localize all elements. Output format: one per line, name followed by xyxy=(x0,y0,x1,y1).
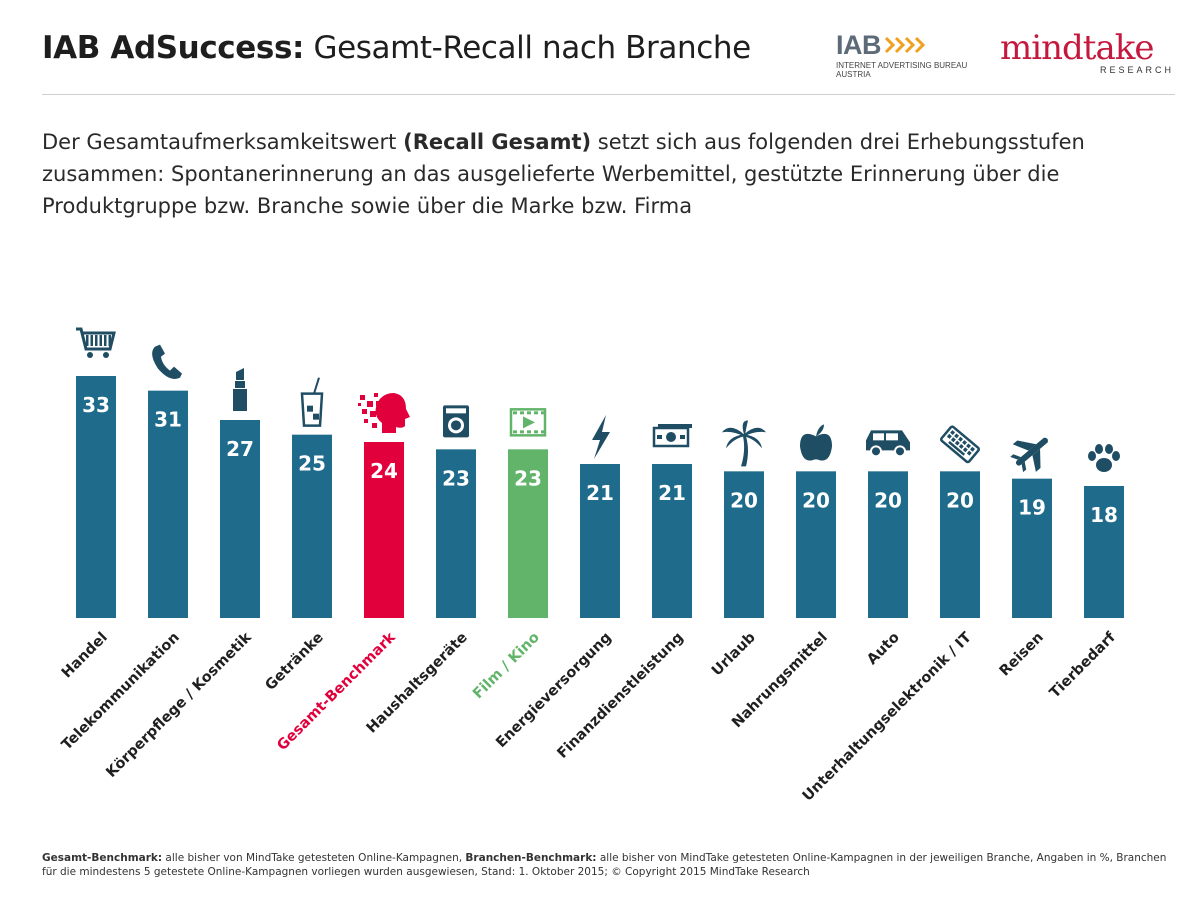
footnote-text-2: alle bisher von MindTake getesteten Onli… xyxy=(42,852,1167,878)
keyboard-icon xyxy=(939,425,981,464)
category-label-auto: Auto xyxy=(864,629,903,668)
footnote: Gesamt-Benchmark: alle bisher von MindTa… xyxy=(42,851,1182,879)
paw-icon xyxy=(1088,444,1120,472)
value-label-reisen: 19 xyxy=(1018,496,1046,520)
page-title: IAB AdSuccess: Gesamt-Recall nach Branch… xyxy=(42,30,751,66)
bar-unterhaltungselektronik-it xyxy=(940,471,980,618)
category-label-telekommunikation: Telekommunikation xyxy=(59,630,183,754)
value-label-auto: 20 xyxy=(874,488,902,512)
bar-finanzdienstleistung xyxy=(652,464,692,618)
iab-logo-line1: INTERNET ADVERTISING BUREAU xyxy=(836,61,968,70)
value-label-handel: 33 xyxy=(82,393,110,417)
car-icon xyxy=(866,430,910,458)
film-icon xyxy=(509,408,547,437)
category-label-körperpflege-kosmetik: Körperpflege / Kosmetik xyxy=(103,629,255,781)
bar-haushaltsgeräte xyxy=(436,449,476,618)
value-label-urlaub: 20 xyxy=(730,488,758,512)
lightning-icon xyxy=(592,415,610,459)
footnote-text-1: alle bisher von MindTake getesteten Onli… xyxy=(162,852,466,864)
airplane-icon xyxy=(1010,437,1048,473)
phone-icon xyxy=(152,344,182,379)
iab-logo-name: IAB xyxy=(836,30,882,60)
iab-logo-subtitle: INTERNET ADVERTISING BUREAU AUSTRIA xyxy=(836,61,967,79)
bar-film-kino xyxy=(508,449,548,618)
head-pixels-icon xyxy=(358,393,410,433)
value-label-nahrungsmittel: 20 xyxy=(802,488,830,512)
mindtake-logo-sub: RESEARCH xyxy=(1099,65,1174,75)
footnote-label-1: Gesamt-Benchmark: xyxy=(42,852,163,864)
bar-energieversorgung xyxy=(580,464,620,618)
value-label-körperpflege-kosmetik: 27 xyxy=(226,437,254,461)
category-label-reisen: Reisen xyxy=(997,630,1047,680)
value-label-getränke: 25 xyxy=(298,452,326,476)
iab-logo-line2: AUSTRIA xyxy=(836,70,871,79)
bar-tierbedarf xyxy=(1084,486,1124,618)
intro-part2: setzt sich aus folgenden drei Erhebungss… xyxy=(42,130,1085,218)
header-divider xyxy=(42,94,1175,95)
iab-logo: IAB INTERNET ADVERTISING BUREAU AUSTRIA xyxy=(836,30,986,82)
washing-machine-icon xyxy=(443,405,469,438)
category-label-energieversorgung: Energieversorgung xyxy=(493,630,615,752)
value-label-gesamt-benchmark: 24 xyxy=(370,459,398,483)
bar-telekommunikation xyxy=(148,390,188,618)
category-label-finanzdienstleistung: Finanzdienstleistung xyxy=(554,630,686,762)
iab-arrows-icon xyxy=(884,36,926,54)
palm-tree-icon xyxy=(722,420,766,467)
banknote-icon xyxy=(652,424,692,448)
bar-gesamt-benchmark xyxy=(364,442,404,618)
value-label-telekommunikation: 31 xyxy=(154,408,182,432)
value-label-haushaltsgeräte: 23 xyxy=(442,466,470,490)
mindtake-logo: mindtake RESEARCH xyxy=(1000,28,1178,78)
value-label-energieversorgung: 21 xyxy=(586,481,614,505)
drink-glass-icon xyxy=(300,377,324,427)
category-label-handel: Handel xyxy=(59,630,111,682)
category-label-tierbedarf: Tierbedarf xyxy=(1047,629,1119,701)
apple-icon xyxy=(800,424,832,461)
value-label-film-kino: 23 xyxy=(514,466,542,490)
header: IAB AdSuccess: Gesamt-Recall nach Branch… xyxy=(0,0,1200,96)
recall-bar-chart: 33 Handel 31 Telekommunikation 27 Körperpfleg… xyxy=(59,327,1124,805)
category-label-urlaub: Urlaub xyxy=(709,630,759,680)
value-label-finanzdienstleistung: 21 xyxy=(658,481,686,505)
bar-urlaub xyxy=(724,471,764,618)
value-label-unterhaltungselektronik-it: 20 xyxy=(946,488,974,512)
lipstick-icon xyxy=(233,368,247,411)
title-bold: IAB AdSuccess: xyxy=(42,30,305,66)
footnote-label-2: Branchen-Benchmark: xyxy=(465,852,597,864)
mindtake-logo-name: mindtake xyxy=(1000,28,1154,68)
value-label-tierbedarf: 18 xyxy=(1090,503,1118,527)
shopping-cart-icon xyxy=(76,327,116,358)
intro-part1: Der Gesamtaufmerksamkeitswert xyxy=(42,130,404,154)
bar-auto xyxy=(868,471,908,618)
intro-bold: (Recall Gesamt) xyxy=(403,130,592,154)
category-label-film-kino: Film / Kino xyxy=(470,629,543,702)
category-label-getränke: Getränke xyxy=(262,629,326,693)
intro-text: Der Gesamtaufmerksamkeitswert (Recall Ge… xyxy=(42,126,1182,222)
title-rest: Gesamt-Recall nach Branche xyxy=(304,30,751,66)
bar-getränke xyxy=(292,434,332,618)
category-label-gesamt-benchmark: Gesamt-Benchmark xyxy=(274,629,399,754)
bar-handel xyxy=(76,376,116,618)
bar-nahrungsmittel xyxy=(796,471,836,618)
bar-reisen xyxy=(1012,478,1052,618)
bar-körperpflege-kosmetik xyxy=(220,420,260,618)
